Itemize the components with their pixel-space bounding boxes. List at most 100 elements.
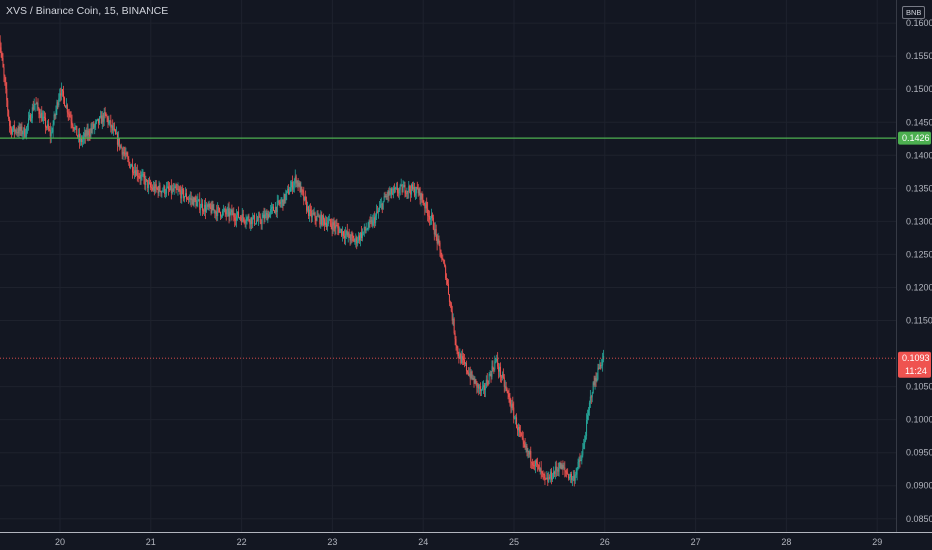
candle-body (115, 130, 117, 134)
candle-body (499, 366, 501, 377)
candle-body (582, 448, 584, 456)
candle-body (440, 249, 442, 258)
candle-body (398, 189, 400, 194)
candle-body (482, 387, 484, 390)
candle-body (393, 188, 395, 193)
candle-body (229, 211, 231, 217)
candle-body (170, 185, 172, 193)
candle-body (600, 364, 602, 367)
candle-body (469, 373, 471, 379)
candle-body (138, 176, 140, 178)
candle-body (117, 138, 119, 145)
candle-body (175, 186, 177, 189)
candle-body (553, 471, 555, 474)
candle-body (424, 204, 426, 209)
candle-body (80, 138, 82, 142)
candle-body (593, 382, 595, 385)
candle-body (595, 377, 597, 381)
price-tick-label: 0.0850 (906, 514, 932, 524)
candle-body (407, 190, 409, 192)
candle-body (551, 471, 553, 480)
candle-body (38, 108, 40, 115)
candle-body (168, 189, 170, 190)
candle-body (524, 444, 526, 448)
candle-body (39, 114, 41, 118)
candle-body (421, 193, 423, 200)
candle-body (196, 201, 198, 207)
candle-body (222, 210, 224, 212)
candle-body (329, 219, 331, 224)
candle-body (267, 214, 269, 221)
candle-body (69, 114, 71, 118)
candle-body (457, 348, 459, 357)
candle-body (454, 333, 456, 340)
candle-body (51, 132, 53, 134)
candle-body (436, 234, 438, 244)
candle-body (91, 128, 93, 130)
candle-body (273, 210, 275, 213)
time-tick-label: 20 (55, 537, 65, 547)
candle-body (136, 170, 138, 177)
candle-body (83, 133, 85, 137)
candle-body (509, 397, 511, 405)
candle-body (498, 366, 500, 372)
candle-body (46, 124, 48, 128)
price-tick-label: 0.1150 (906, 316, 932, 326)
candle-body (286, 190, 288, 195)
symbol-title[interactable]: XVS / Binance Coin, 15, BINANCE (6, 5, 169, 17)
candle-body (452, 318, 454, 321)
candle-body (465, 363, 467, 371)
candle-body (304, 196, 306, 201)
candle-body (543, 473, 545, 475)
candle-body (435, 228, 437, 235)
candle-body (602, 359, 604, 366)
candle-body (209, 203, 211, 208)
candle-body (596, 379, 598, 381)
candle-body (231, 210, 233, 216)
candle-body (255, 223, 257, 225)
candle-body (142, 174, 144, 176)
candle-body (30, 118, 32, 122)
candle-body (305, 196, 307, 201)
candle-body (349, 237, 351, 241)
candle-body (413, 187, 415, 196)
candle-body (49, 129, 51, 137)
price-tick-label: 0.1200 (906, 282, 932, 292)
candle-body (554, 466, 556, 474)
candle-body (323, 215, 325, 220)
candle-body (101, 115, 103, 124)
candle-body (358, 235, 360, 241)
candle-body (354, 241, 356, 242)
candle-body (537, 464, 539, 466)
chart-grid (0, 0, 896, 532)
candle-body (220, 212, 222, 217)
candle-body (36, 103, 38, 105)
candle-body (375, 215, 377, 224)
candle-body (115, 133, 117, 135)
candle-body (189, 197, 191, 199)
candle-body (505, 386, 507, 389)
currency-badge[interactable]: BNB (902, 6, 926, 19)
candle-body (28, 118, 30, 125)
candle-body (378, 207, 380, 211)
candle-body (515, 417, 517, 419)
candle-body (589, 396, 591, 403)
candle-body (511, 403, 513, 409)
candle-body (471, 371, 473, 379)
candle-body (308, 209, 310, 216)
candle-body (519, 431, 521, 434)
candle-body (113, 128, 115, 131)
candle-body (420, 193, 422, 200)
candle-body (183, 189, 185, 199)
candle-body (73, 127, 75, 130)
candle-body (116, 133, 118, 145)
candle-body (157, 188, 159, 194)
candle-body (351, 234, 353, 236)
candle-body (477, 384, 479, 388)
candle-body (541, 471, 543, 473)
candle-body (586, 419, 588, 437)
candle-body (395, 187, 397, 189)
candle-body (360, 232, 362, 239)
candle-body (564, 467, 566, 471)
